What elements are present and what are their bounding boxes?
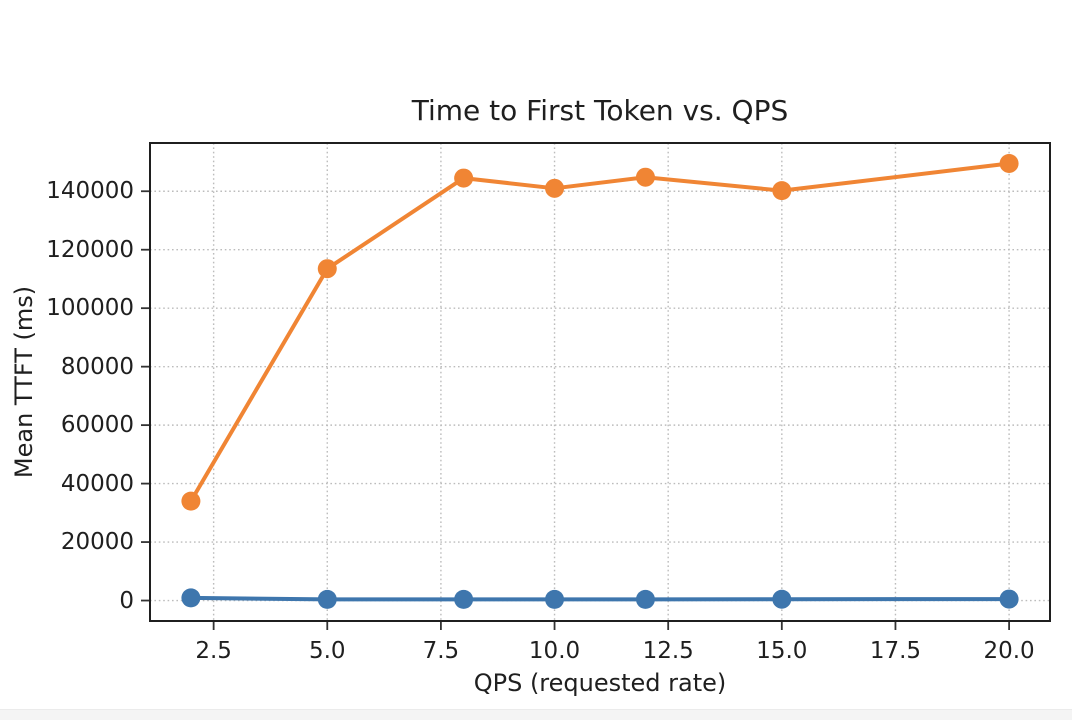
orange-series-point-x2: [181, 491, 201, 511]
x-tick-label: 17.5: [869, 638, 922, 664]
y-tick-label: 140000: [46, 178, 134, 205]
blue-series-point-x2: [181, 588, 201, 608]
plot-border: [149, 142, 1051, 622]
orange-series-point-x20: [999, 153, 1019, 173]
y-tick-label: 40000: [60, 470, 134, 497]
chart-title: Time to First Token vs. QPS: [411, 94, 789, 127]
x-tick-label: 20.0: [983, 638, 1035, 664]
x-tick-label: 12.5: [642, 638, 694, 664]
y-tick-label: 100000: [46, 295, 134, 322]
page-bottom-strip: [0, 709, 1072, 720]
orange-series-line: [189, 161, 1010, 503]
x-tick-label: 10.0: [528, 638, 581, 664]
x-axis-label: QPS (requested rate): [473, 669, 727, 697]
y-tick-label: 20000: [60, 529, 134, 556]
blue-series-point-x20: [999, 589, 1019, 609]
y-tick-label: 120000: [46, 236, 134, 263]
y-tick-label: 60000: [60, 412, 134, 439]
x-tick-label: 5.0: [308, 638, 346, 664]
x-tick-label: 7.5: [422, 638, 460, 664]
blue-series-point-x12: [635, 589, 655, 609]
blue-series-point-x5: [317, 589, 337, 609]
orange-series-point-x5: [317, 259, 337, 279]
blue-series-line: [190, 595, 1010, 602]
x-tick-label: 2.5: [195, 638, 232, 664]
y-tick-label: 0: [119, 587, 134, 614]
y-tick-label: 80000: [60, 353, 134, 380]
orange-series-point-x10: [545, 178, 565, 198]
blue-series-point-x10: [545, 589, 565, 609]
orange-series-point-x8: [454, 168, 474, 188]
blue-series-point-x8: [454, 589, 474, 609]
orange-series-point-x15: [772, 181, 792, 201]
orange-series-point-x12: [635, 167, 655, 187]
x-tick-label: 15.0: [756, 638, 808, 664]
blue-series-point-x15: [772, 589, 792, 609]
